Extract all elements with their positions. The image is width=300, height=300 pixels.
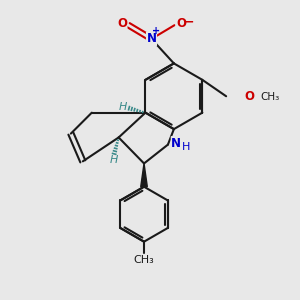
Text: H: H [118, 102, 127, 112]
Text: O: O [117, 17, 127, 30]
Text: O: O [244, 90, 254, 103]
Text: CH₃: CH₃ [260, 92, 280, 102]
Text: −: − [184, 16, 195, 29]
Text: +: + [152, 26, 160, 36]
Text: H: H [182, 142, 190, 152]
Polygon shape [141, 164, 147, 187]
Text: H: H [110, 155, 118, 166]
Text: CH₃: CH₃ [134, 256, 154, 266]
Text: O: O [176, 17, 186, 30]
Text: N: N [146, 32, 157, 45]
Text: N: N [171, 136, 181, 150]
